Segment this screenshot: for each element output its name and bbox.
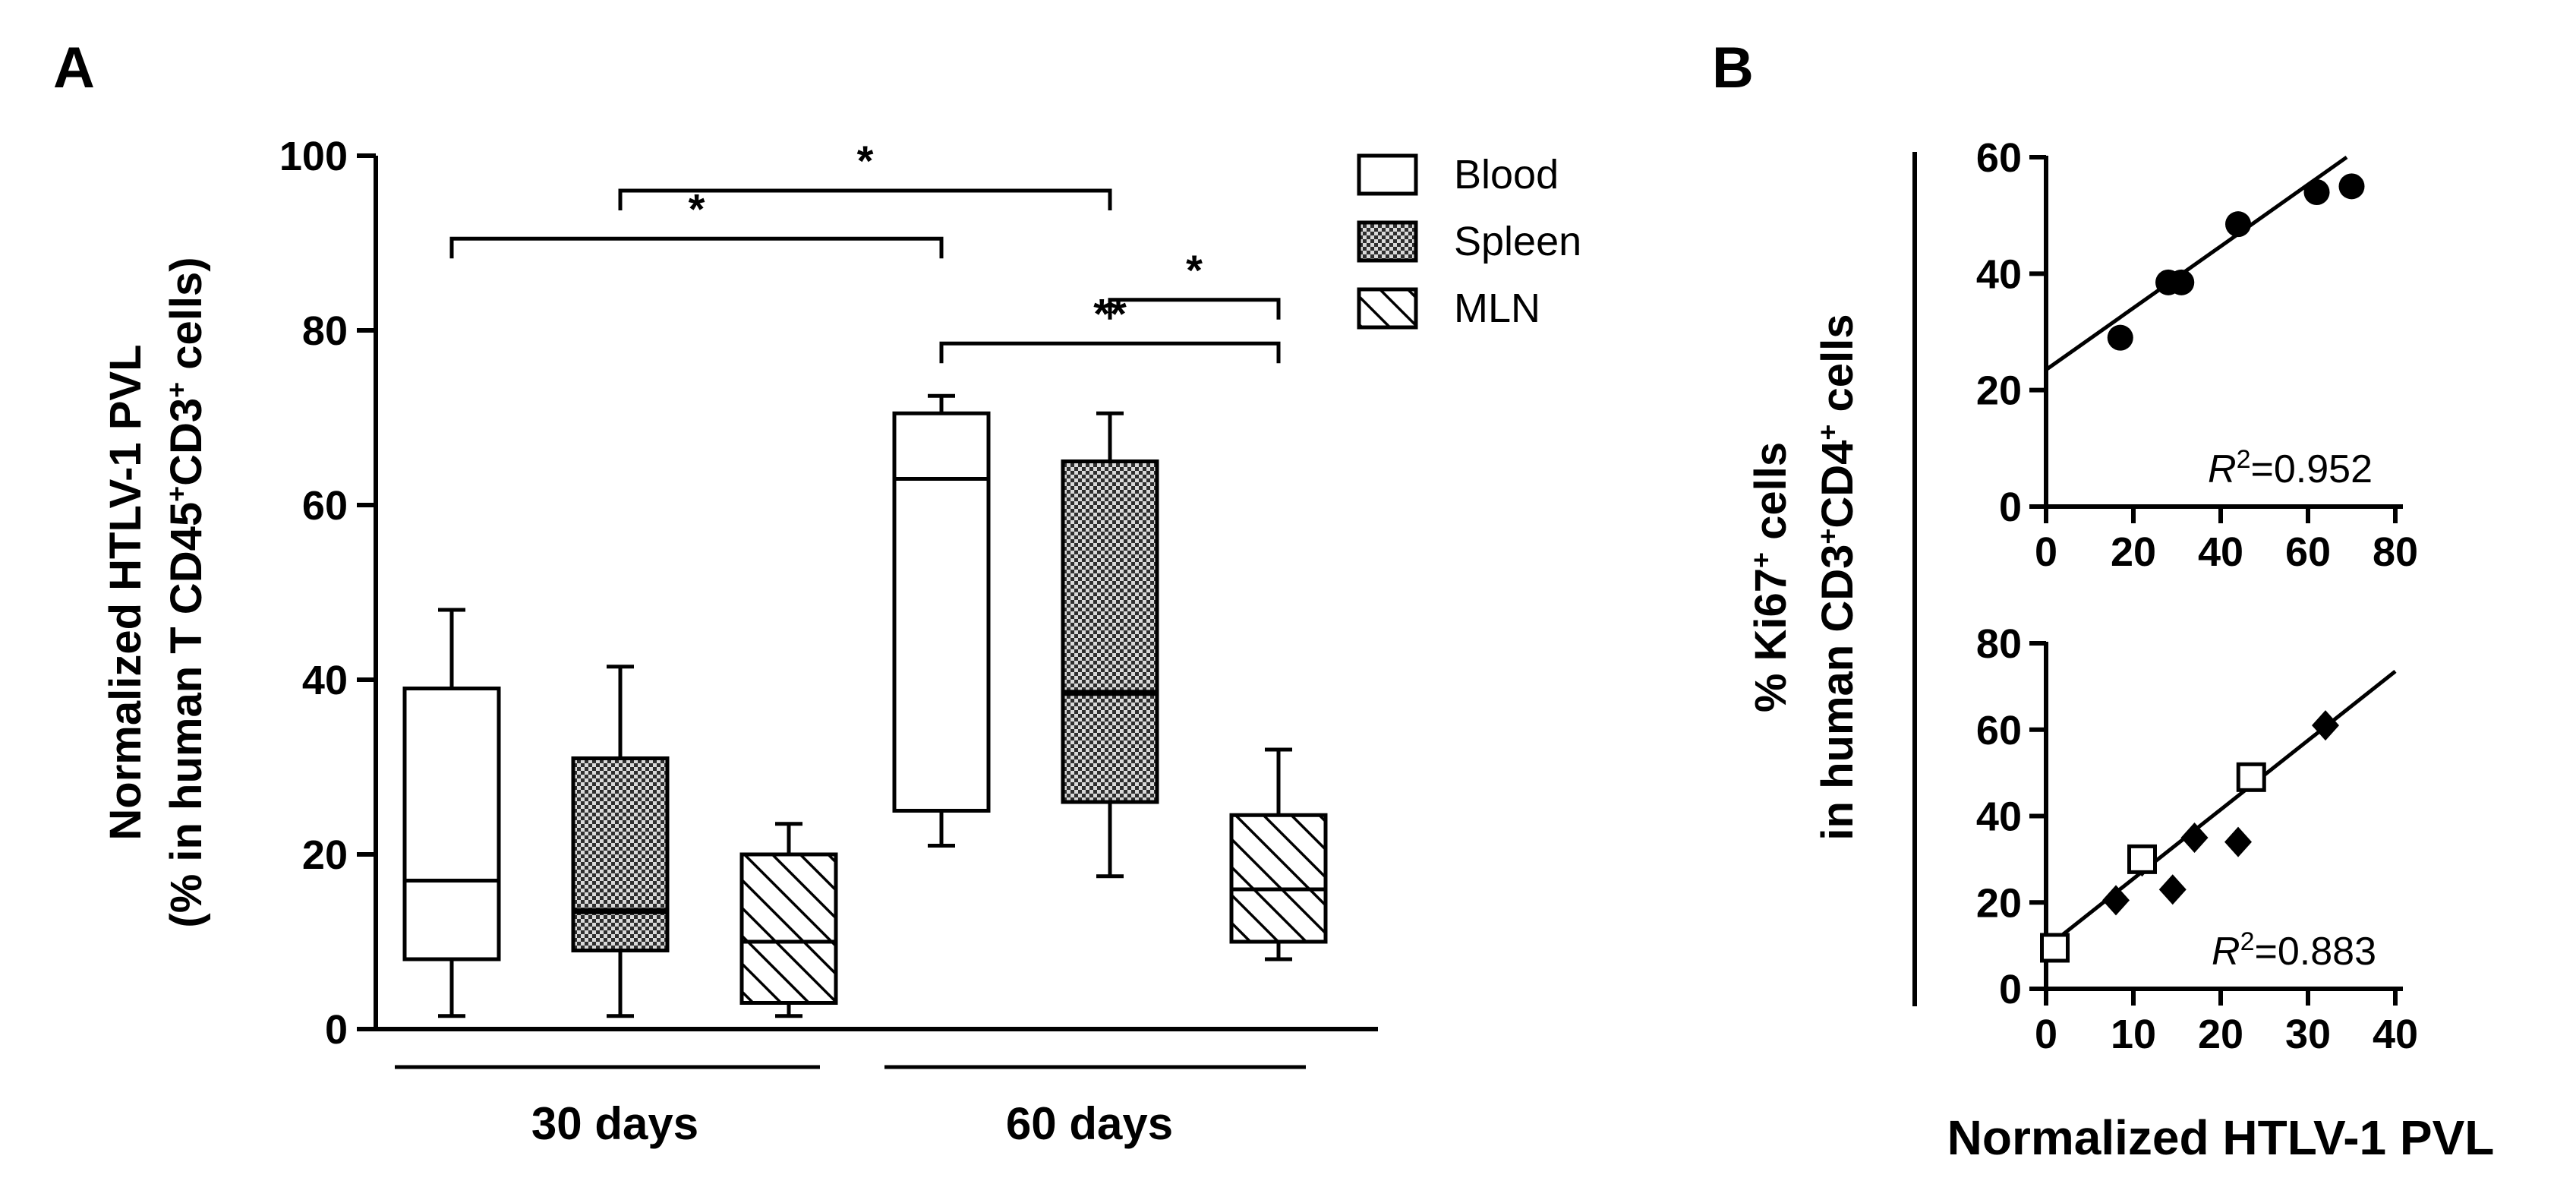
- significance-label: *: [857, 137, 874, 185]
- panel-b-top-scatter: 0 20 40 60 0 20 40 60 80 R2=0.952: [1976, 135, 2418, 575]
- box-60-days-spleen: [1061, 411, 1159, 879]
- legend-label-blood: Blood: [1454, 152, 1559, 197]
- bracket-line: [1108, 298, 1281, 320]
- panel-b-top-y-tick-label: 60: [1976, 135, 2022, 181]
- box-iqr: [402, 687, 501, 961]
- panel-b-bottom-x-tick-label: 10: [2111, 1012, 2156, 1057]
- significance-label: *: [689, 185, 705, 232]
- panel-b-bottom-x-tick-label: 20: [2198, 1012, 2243, 1057]
- group-label-60-days: 60 days: [1006, 1098, 1173, 1149]
- box-iqr: [1229, 813, 1328, 944]
- legend-label-spleen: Spleen: [1454, 219, 1581, 264]
- panel-b-bottom-y-tick-label: 60: [1976, 708, 2022, 753]
- panel-b-bottom-point-square: [2040, 933, 2070, 963]
- legend-swatch-spleen: [1357, 220, 1418, 263]
- legend-swatch-blood: [1357, 153, 1418, 196]
- panel-b-top-points: [2045, 155, 2365, 371]
- panel-a-y-tick-label: 20: [302, 832, 348, 878]
- panel-b-bottom-y-tick-label: 80: [1976, 621, 2022, 667]
- box-30-days-spleen: [571, 665, 670, 1018]
- box-iqr: [1061, 459, 1159, 804]
- box-30-days-blood: [402, 608, 501, 1018]
- significance-label: *: [1186, 246, 1203, 294]
- panel-b-top-point-circle: [2303, 179, 2330, 205]
- panel-b-bottom-point-diamond: [2102, 885, 2130, 916]
- panel-b-top-y-tick-label: 20: [1976, 368, 2022, 414]
- panel-a-label: A: [53, 36, 95, 100]
- panel-b-bottom-points: [2040, 670, 2397, 963]
- panel-b-top-x-tick-label: 20: [2111, 529, 2156, 575]
- box-iqr: [739, 852, 838, 1005]
- panel-b-bottom-regression-line: [2045, 670, 2397, 949]
- box-60-days-mln: [1229, 747, 1328, 961]
- panel-b-bottom-x-tick-label: 40: [2373, 1012, 2418, 1057]
- panel-a-y-tick-label: 80: [302, 308, 348, 354]
- significance-bracket-2: *: [618, 137, 1112, 210]
- legend: Blood Spleen MLN: [1357, 152, 1581, 331]
- panel-b-bottom-point-diamond: [2158, 874, 2187, 905]
- panel-b-bottom-r2-label: R2=0.883: [2212, 927, 2376, 974]
- panel-b-top-point-circle: [2225, 211, 2251, 238]
- panel-b-bottom-scatter: 0 20 40 60 80 0 10 20 30 40 R2=0.883: [1976, 621, 2418, 1057]
- panel-b-top-point-circle: [2168, 269, 2195, 295]
- panel-b-top-x-tick-label: 80: [2373, 529, 2418, 575]
- box-30-days-mln: [739, 822, 838, 1018]
- bracket-line: [939, 341, 1281, 364]
- panel-b-top-x-tick-label: 0: [2035, 529, 2057, 575]
- panel-b-bottom-point-diamond: [2180, 822, 2209, 853]
- panel-b-top-y-tick-label: 40: [1976, 251, 2022, 297]
- legend-label-mln: MLN: [1454, 286, 1540, 331]
- box-60-days-blood: [892, 393, 991, 848]
- panel-b-bottom-y-tick-label: 40: [1976, 794, 2022, 840]
- panel-b-top-point-circle: [2107, 324, 2133, 351]
- panel-a-y-tick-label: 0: [325, 1007, 348, 1053]
- panel-b-label: B: [1712, 36, 1754, 100]
- panel-b-bottom-point-square: [2236, 762, 2266, 792]
- panel-b-top-y-tick-label: 0: [1999, 485, 2022, 530]
- box-iqr: [892, 411, 991, 813]
- significance-bracket-4: *: [1108, 246, 1281, 320]
- panel-b-top-point-circle: [2338, 173, 2365, 200]
- box-iqr: [571, 756, 670, 952]
- panel-a-y-label-line2: (% in human T CD45+CD3+ cells): [161, 257, 212, 927]
- panel-b-bottom-point-diamond: [2312, 710, 2339, 741]
- panel-b-y-label-line2: in human CD3+CD4+ cells: [1812, 314, 1863, 840]
- legend-swatch-mln: [1357, 287, 1418, 330]
- bracket-line: [449, 236, 944, 259]
- panel-a-boxes: [402, 393, 1328, 1018]
- panel-b-top-ticks: 0 20 40 60 0 20 40 60 80: [1976, 135, 2418, 575]
- panel-b-bottom-ticks: 0 20 40 60 80 0 10 20 30 40: [1976, 621, 2418, 1057]
- bracket-line: [618, 188, 1112, 210]
- panel-a-y-tick-label: 100: [279, 134, 348, 179]
- panel-b-bottom-y-tick-label: 20: [1976, 880, 2022, 926]
- panel-b-bottom-y-tick-label: 0: [1999, 967, 2022, 1012]
- group-label-30-days: 30 days: [531, 1098, 698, 1149]
- panel-a-y-tick-label: 40: [302, 658, 348, 703]
- panel-b-top-r2-label: R2=0.952: [2208, 445, 2373, 491]
- panel-a-y-ticks: 0 20 40 60 80 100: [279, 134, 376, 1053]
- panel-b-bottom-x-tick-label: 30: [2285, 1012, 2331, 1057]
- significance-bracket-1: *: [449, 185, 944, 259]
- panel-b-bottom-x-tick-label: 0: [2035, 1012, 2057, 1057]
- panel-b-x-label: Normalized HTLV-1 PVL: [1947, 1110, 2495, 1165]
- panel-b-top-x-tick-label: 40: [2198, 529, 2243, 575]
- panel-b-y-label-line1: % Ki67+ cells: [1745, 442, 1796, 712]
- panel-b-bottom-point-diamond: [2224, 826, 2252, 857]
- panel-a-y-label-line1: Normalized HTLV-1 PVL: [101, 344, 150, 840]
- panel-a-significance-brackets: *****: [449, 137, 1281, 364]
- panel-a-y-tick-label: 60: [302, 483, 348, 529]
- panel-b-bottom-point-square: [2127, 844, 2157, 874]
- panel-b-top-x-tick-label: 60: [2285, 529, 2331, 575]
- panel-b-top-regression-line: [2045, 155, 2348, 371]
